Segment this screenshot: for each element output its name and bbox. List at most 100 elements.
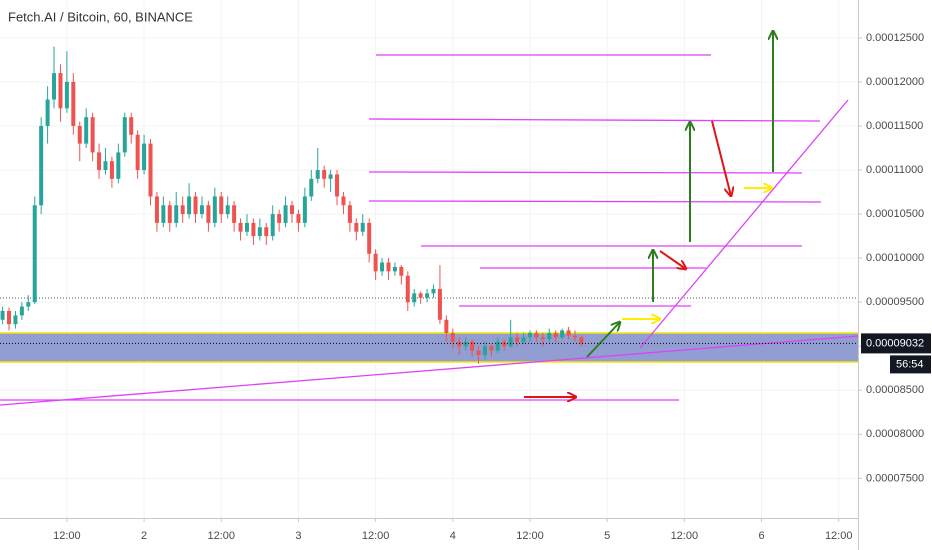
last-price-label: 0.00009032 bbox=[866, 337, 924, 349]
candle-body bbox=[489, 346, 494, 351]
axes: 0.00012500 0.00012000 0.00011500 0.00011000… bbox=[0, 32, 931, 542]
candle-body bbox=[380, 262, 385, 272]
candle-body bbox=[579, 337, 584, 344]
candle-body bbox=[470, 341, 475, 351]
candle-body bbox=[39, 125, 44, 206]
candle-body bbox=[232, 205, 237, 223]
candle-body bbox=[515, 337, 520, 342]
candle-body bbox=[560, 330, 565, 338]
countdown-box bbox=[890, 355, 931, 374]
candle-body bbox=[322, 170, 327, 179]
candle-body bbox=[534, 333, 539, 338]
candle-body bbox=[199, 205, 204, 215]
candle-body bbox=[463, 341, 468, 347]
candle-body bbox=[58, 73, 63, 109]
candle-body bbox=[109, 161, 114, 179]
candles bbox=[0, 46, 584, 364]
candle-body bbox=[341, 196, 346, 206]
y-tick-label: 0.00007500 bbox=[866, 472, 924, 484]
candle-body bbox=[399, 266, 404, 276]
candle-body bbox=[206, 205, 211, 223]
candle-body bbox=[19, 306, 24, 316]
candle-body bbox=[425, 293, 430, 298]
trend-line bbox=[0, 335, 859, 406]
candle-body bbox=[437, 288, 442, 320]
candle-body bbox=[244, 222, 249, 232]
candle-body bbox=[302, 196, 307, 223]
candle-body bbox=[508, 337, 513, 347]
x-tick-label: 6 bbox=[758, 530, 764, 542]
candle-body bbox=[573, 335, 578, 338]
candle-body bbox=[84, 117, 89, 144]
x-tick-label: 2 bbox=[141, 530, 147, 542]
y-tick-label: 0.00012000 bbox=[866, 76, 924, 88]
candle-body bbox=[64, 81, 69, 109]
chart-title: Fetch.AI / Bitcoin, 60, BINANCE bbox=[8, 9, 193, 24]
candle-body bbox=[212, 196, 217, 223]
candle-body bbox=[122, 117, 127, 153]
candle-body bbox=[0, 310, 5, 320]
candle-body bbox=[251, 222, 256, 237]
x-tick-label: 12:00 bbox=[53, 530, 81, 542]
candle-body bbox=[148, 143, 153, 197]
candle-body bbox=[547, 333, 552, 340]
candle-body bbox=[566, 330, 571, 336]
candle-body bbox=[26, 302, 31, 307]
x-tick-label: 4 bbox=[450, 530, 456, 542]
candle-body bbox=[431, 288, 436, 294]
candle-body bbox=[135, 134, 140, 171]
x-tick-label: 12:00 bbox=[207, 530, 235, 542]
candle-body bbox=[290, 205, 295, 215]
candle-body bbox=[553, 333, 558, 338]
candle-body bbox=[154, 196, 159, 223]
candle-body bbox=[225, 205, 230, 215]
level-line bbox=[368, 118, 821, 122]
candle-body bbox=[13, 315, 18, 325]
x-tick-label: 3 bbox=[295, 530, 301, 542]
candle-body bbox=[187, 196, 192, 215]
candle-body bbox=[328, 174, 333, 179]
candle-body bbox=[219, 196, 224, 215]
x-tick-label: 12:00 bbox=[362, 530, 390, 542]
candle-body bbox=[521, 337, 526, 342]
y-tick-label: 0.00011000 bbox=[866, 164, 923, 176]
candle-body bbox=[193, 196, 198, 215]
candle-body bbox=[7, 310, 12, 325]
candle-body bbox=[52, 73, 57, 100]
candle-body bbox=[180, 205, 185, 215]
candle-body bbox=[90, 117, 95, 153]
candle-body bbox=[71, 81, 76, 126]
candle-body bbox=[264, 227, 269, 237]
y-tick-label: 0.00009500 bbox=[866, 296, 924, 308]
candle-body bbox=[270, 214, 275, 237]
arrow bbox=[659, 250, 686, 269]
candle-body bbox=[257, 227, 262, 237]
candle-body bbox=[418, 293, 423, 298]
candle-body bbox=[296, 214, 301, 223]
candle-body bbox=[527, 333, 532, 338]
drawings bbox=[0, 31, 859, 406]
candle-body bbox=[335, 174, 340, 197]
countdown-label: 56:54 bbox=[896, 358, 924, 370]
candle-body bbox=[174, 205, 179, 223]
candle-body bbox=[354, 222, 359, 232]
candle-body bbox=[315, 170, 320, 179]
candle-body bbox=[161, 205, 166, 223]
level-line bbox=[368, 171, 803, 174]
candle-body bbox=[540, 337, 545, 340]
candle-body bbox=[309, 178, 314, 197]
y-tick-label: 0.00010000 bbox=[866, 252, 924, 264]
candle-body bbox=[238, 222, 243, 232]
candle-body bbox=[142, 143, 147, 171]
candle-body bbox=[283, 205, 288, 223]
candle-body bbox=[277, 214, 282, 223]
candle-body bbox=[502, 341, 507, 347]
candle-body bbox=[444, 319, 449, 333]
zone bbox=[0, 333, 858, 362]
y-tick-label: 0.00008500 bbox=[866, 384, 924, 396]
candle-body bbox=[450, 333, 455, 342]
x-tick-label: 12:00 bbox=[825, 530, 853, 542]
candle-body bbox=[129, 117, 134, 135]
